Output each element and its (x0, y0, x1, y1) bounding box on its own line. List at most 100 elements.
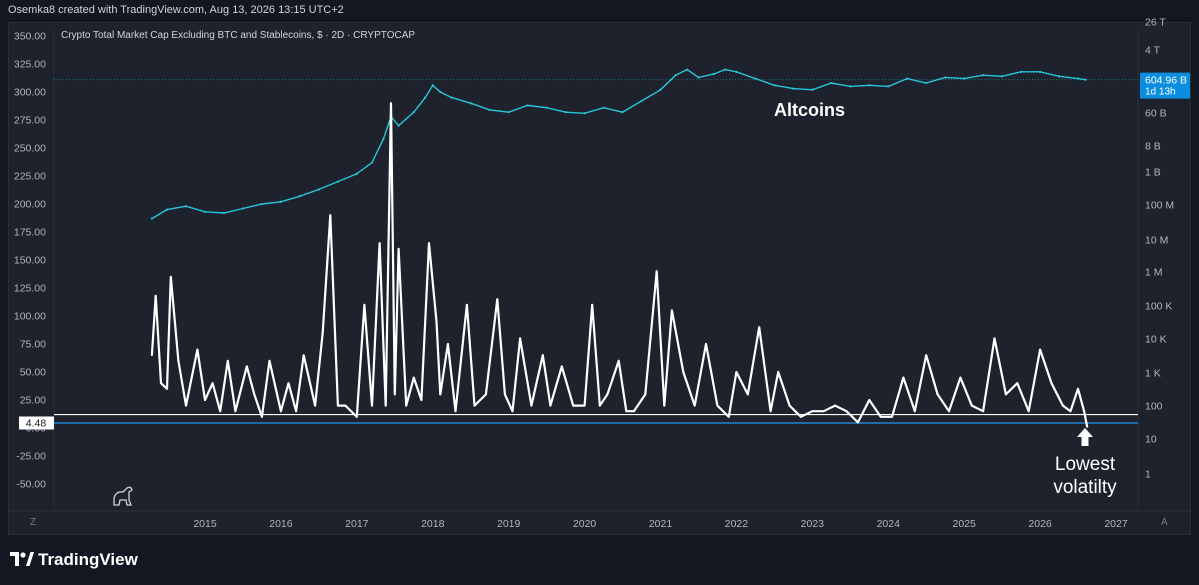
volatility-point (363, 303, 366, 306)
market-cap-point (887, 85, 890, 88)
market-cap-point (1038, 70, 1042, 73)
volatility-point (447, 343, 449, 345)
left-axis-tick-label: 50.00 (20, 367, 46, 379)
volatility-point (644, 393, 647, 396)
volatility-point (302, 354, 305, 357)
market-cap-point (150, 217, 153, 220)
volatility-point (150, 354, 153, 357)
volatility-point (160, 382, 162, 385)
market-cap-point (564, 111, 567, 114)
volatility-point (428, 242, 430, 245)
volatility-point (466, 303, 468, 306)
volatility-point (185, 404, 187, 407)
market-cap-point (906, 77, 909, 80)
x-axis-tick-label: 2018 (421, 518, 445, 530)
volatility-point (412, 376, 415, 379)
market-cap-point (1076, 77, 1080, 80)
tradingview-logo[interactable]: TradingView (10, 550, 138, 570)
market-cap-point (982, 74, 985, 77)
market-cap-point (925, 81, 928, 85)
volatility-point (234, 410, 237, 413)
market-cap-point (336, 180, 339, 183)
market-cap-point (431, 84, 434, 87)
left-axis-tick-label: 200.00 (14, 199, 46, 211)
chart-title: Crypto Total Market Cap Excluding BTC an… (61, 30, 416, 41)
annotation-altcoins: Altcoins (774, 100, 846, 120)
annotation-lowest-volatility: Lowest volatilty (1040, 453, 1130, 499)
corner-label-right[interactable]: A (1161, 517, 1168, 528)
volatility-point (154, 294, 157, 297)
right-axis-tick-label: 10 M (1145, 235, 1168, 247)
left-axis-tick-label: 100.00 (14, 311, 46, 323)
market-cap-point (279, 200, 283, 203)
corner-label-left[interactable]: Z (30, 517, 37, 528)
volatility-point (295, 410, 297, 413)
volatility-point (378, 242, 381, 245)
volatility-point (716, 404, 719, 407)
volatility-point (822, 410, 825, 413)
volatility-point (384, 404, 387, 407)
dino-mascot-icon[interactable] (113, 486, 133, 506)
market-cap-point (370, 161, 374, 164)
left-axis-tick-label: 250.00 (14, 143, 46, 155)
annotation-lowest-line2: volatilty (1053, 477, 1117, 498)
series-market-cap-line (151, 68, 1086, 220)
right-axis-tick-label: 10 K (1145, 334, 1167, 346)
volatility-point (1027, 410, 1030, 413)
volatility-point (390, 102, 392, 105)
volatility-point (856, 421, 859, 424)
footer (0, 535, 1199, 585)
left-axis-tick-label: 350.00 (14, 31, 46, 43)
volatility-point (211, 382, 214, 385)
market-cap-point (868, 84, 871, 87)
market-cap-point (1020, 70, 1023, 73)
right-axis-tick-label: 26 T (1145, 17, 1166, 29)
volatility-point (598, 404, 601, 407)
chart-frame[interactable] (8, 22, 1191, 535)
price-badge-countdown: 1d 13h (1145, 87, 1176, 98)
volatility-point (1061, 404, 1064, 407)
volatility-point (541, 354, 544, 357)
market-cap-point (469, 102, 472, 105)
volatility-point (226, 359, 229, 362)
market-cap-point (397, 124, 400, 127)
volatility-point (1050, 382, 1053, 385)
volatility-point (970, 404, 973, 407)
market-cap-point (1057, 75, 1061, 78)
volatility-point (788, 404, 791, 407)
volatility-point (454, 410, 457, 413)
left-axis-tick-label: 225.00 (14, 171, 46, 183)
market-cap-point (723, 68, 727, 71)
left-axis-tick-label: 75.00 (20, 339, 46, 351)
market-cap-point (963, 77, 966, 80)
market-cap-point (526, 104, 529, 107)
x-axis-tick-label: 2020 (573, 518, 597, 530)
market-cap-point (507, 111, 510, 114)
left-axis-tick-label: 150.00 (14, 255, 46, 267)
volatility-point (845, 410, 848, 413)
volatility-point (405, 404, 408, 407)
market-cap-point (697, 76, 700, 79)
market-cap-point (355, 172, 358, 175)
volatility-point (625, 410, 628, 413)
market-cap-point (735, 70, 738, 73)
left-axis-tick-label: 175.00 (14, 227, 46, 239)
volatility-point (758, 326, 761, 329)
left-axis-tick-label: 325.00 (14, 59, 46, 71)
volatility-point (868, 399, 871, 401)
volatility-point (1005, 393, 1007, 396)
market-cap-point (811, 88, 814, 91)
market-cap-point (488, 108, 491, 112)
volatility-point (769, 410, 772, 413)
market-cap-point (165, 208, 169, 211)
right-axis-tick-label: 1 M (1145, 267, 1163, 279)
market-cap-point (203, 210, 207, 213)
annotation-lowest-line1: Lowest (1054, 454, 1116, 475)
market-cap-point (1001, 75, 1004, 78)
volatility-point (314, 404, 316, 407)
volatility-point (204, 399, 206, 401)
volatility-point (693, 404, 696, 407)
volatility-point (1083, 410, 1086, 413)
volatility-point (435, 320, 438, 323)
